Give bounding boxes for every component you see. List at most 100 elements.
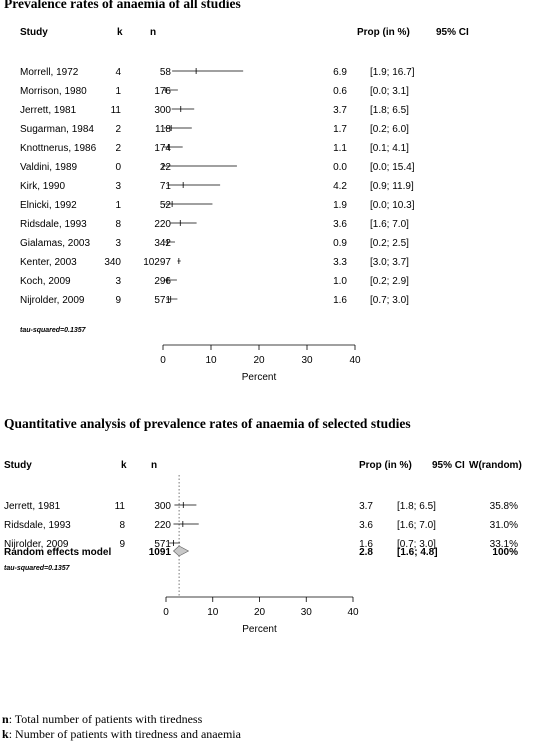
plot-2-x-axis-tick-label-2: 10 <box>207 607 219 618</box>
plot-1-row-3-k-value: 11 <box>111 105 122 116</box>
plot-2-row-1-weight-label: 35.8% <box>490 501 518 512</box>
plot-1-row-7-ci-label: [0.9; 11.9] <box>370 181 414 192</box>
plot-1-x-axis-tick-label-3: 20 <box>253 355 265 366</box>
plot-1-row-2-k-value: 1 <box>115 86 121 97</box>
plot-2-summary-diamond <box>172 545 190 557</box>
plot-2-row-2-ci-label: [1.6; 7.0] <box>397 520 436 531</box>
plot-1-row-11-n-value: 10297 <box>143 257 171 268</box>
plot-1-row-12-study-label: Koch, 2009 <box>20 276 71 287</box>
plot-2-row-3-prop-label: 1.6 <box>359 539 373 550</box>
plot-1-row-6-ci-label: [0.0; 15.4] <box>370 162 415 173</box>
plot-1-x-axis-tick-label-4: 30 <box>301 355 313 366</box>
plot-1-row-7-study-label: Kirk, 1990 <box>20 181 65 192</box>
footnote-k-text: : Number of patients with tiredness and … <box>8 727 241 741</box>
plot-1-row-9-study-label: Ridsdale, 1993 <box>20 219 87 230</box>
plot-1-row-9-ci-label: [1.6; 7.0] <box>370 219 409 230</box>
footnote-n-text: : Total number of patients with tirednes… <box>8 712 203 726</box>
plot-2-x-axis-tick-label-5: 40 <box>347 607 359 618</box>
plot-1-row-1-study-label: Morrell, 1972 <box>20 67 79 78</box>
plot-1-header-k: k <box>117 27 123 38</box>
plot-1-row-13-study-label: Nijrolder, 2009 <box>20 295 85 306</box>
plot-1-row-11-k-value: 340 <box>104 257 121 268</box>
plot-2-x-axis-label: Percent <box>242 624 277 635</box>
plot-1-row-10-k-value: 3 <box>115 238 121 249</box>
plot-1-row-8-ci-label: [0.0; 10.3] <box>370 200 415 211</box>
plot-1-row-9-prop-label: 3.6 <box>333 219 347 230</box>
plot-1-row-5-study-label: Knottnerus, 1986 <box>20 143 97 154</box>
plot-1-row-8-k-value: 1 <box>115 200 121 211</box>
plot-1-title: Prevalence rates of anaemia of all studi… <box>4 0 241 11</box>
plot-2-summary-n-value: 1091 <box>149 547 172 558</box>
plot-1-row-13-prop-label: 1.6 <box>333 295 347 306</box>
plot-2-tau-note: tau-squared=0.1357 <box>4 565 70 572</box>
plot-2-row-1-n-value: 300 <box>154 501 171 512</box>
plot-1-header-ci: 95% CI <box>436 27 469 38</box>
plot-2-row-2-weight-label: 31.0% <box>490 520 518 531</box>
plot-1-row-10-study-label: Gialamas, 2003 <box>20 238 90 249</box>
plot-1-row-11-prop-label: 3.3 <box>333 257 347 268</box>
plot-1-row-6-n-value: 22 <box>160 162 172 173</box>
plot-1-row-4-k-value: 2 <box>115 124 121 135</box>
plot-2-row-2-prop-label: 3.6 <box>359 520 373 531</box>
plot-1-header-prop: Prop (in %) <box>357 27 410 38</box>
plot-2-row-1-k-value: 11 <box>115 501 126 512</box>
plot-1-row-8-prop-label: 1.9 <box>333 200 347 211</box>
plot-1-x-axis-tick-label-2: 10 <box>205 355 217 366</box>
plot-2-summary-label: Random effects model <box>4 547 111 558</box>
plot-1-row-12-ci-label: [0.2; 2.9] <box>370 276 409 287</box>
plot-1-row-3-prop-label: 3.7 <box>333 105 347 116</box>
plot-2-row-1-prop-label: 3.7 <box>359 501 373 512</box>
plot-1-row-7-prop-label: 4.2 <box>333 181 347 192</box>
plot-1-row-10-n-value: 342 <box>154 238 171 249</box>
plot-2-x-axis-tick-label-1: 0 <box>163 607 169 618</box>
plot-1-row-12-n-value: 296 <box>154 276 171 287</box>
plot-2-row-3-ci-label: [0.7; 3.0] <box>397 539 436 550</box>
plot-1-row-2-study-label: Morrison, 1980 <box>20 86 87 97</box>
plot-1-row-6-prop-label: 0.0 <box>333 162 347 173</box>
plot-2-header-ci: 95% CI <box>432 460 465 471</box>
plot-1-row-4-n-value: 118 <box>155 124 171 135</box>
plot-2-row-3-k-value: 9 <box>119 539 125 550</box>
plot-2-row-3-study-label: Nijrolder, 2009 <box>4 539 69 550</box>
plot-1-x-axis-label: Percent <box>242 372 277 383</box>
plot-1-row-1-n-value: 58 <box>160 67 172 78</box>
plot-2-summary-weight-label: 100% <box>492 547 518 558</box>
plot-2-summary-ci-label: [1.6; 4.8] <box>397 547 438 558</box>
plot-1-row-6-k-value: 0 <box>115 162 121 173</box>
plot-2-row-2-n-value: 220 <box>154 520 171 531</box>
plot-2-row-2-study-label: Ridsdale, 1993 <box>4 520 71 531</box>
plot-1-row-11-study-label: Kenter, 2003 <box>20 257 77 268</box>
footnote-n: n: Total number of patients with tiredne… <box>2 712 202 727</box>
plot-1-row-9-k-value: 8 <box>115 219 121 230</box>
plot-1-row-5-ci-label: [0.1; 4.1] <box>370 143 409 154</box>
plot-1-row-9-n-value: 220 <box>154 219 171 230</box>
plot-2-header-n: n <box>151 460 158 471</box>
plot-2-row-3-n-value: 571 <box>154 539 171 550</box>
plot-1-row-13-k-value: 9 <box>115 295 121 306</box>
plot-1-row-3-n-value: 300 <box>154 105 171 116</box>
plot-2-header-k: k <box>121 460 127 471</box>
plot-1-row-3-study-label: Jerrett, 1981 <box>20 105 77 116</box>
plot-1-header-n: n <box>150 27 157 38</box>
plot-1-row-1-ci-label: [1.9; 16.7] <box>370 67 415 78</box>
plot-2-row-3-weight-label: 33.1% <box>490 539 518 550</box>
plot-2-summary-prop-label: 2.8 <box>359 547 373 558</box>
footnote-k: k: Number of patients with tiredness and… <box>2 727 241 742</box>
plot-1-row-3-ci-label: [1.8; 6.5] <box>370 105 409 116</box>
plot-1-row-10-ci-label: [0.2; 2.5] <box>370 238 409 249</box>
plot-1-row-12-k-value: 3 <box>115 276 121 287</box>
plot-1-row-5-prop-label: 1.1 <box>333 143 347 154</box>
plot-1-row-4-prop-label: 1.7 <box>333 124 347 135</box>
plot-1-row-2-n-value: 176 <box>154 86 171 97</box>
plot-2-row-1-ci-label: [1.8; 6.5] <box>397 501 436 512</box>
plot-1-row-8-n-value: 52 <box>160 200 172 211</box>
plot-1-row-10-prop-label: 0.9 <box>333 238 347 249</box>
plot-1-row-4-study-label: Sugarman, 1984 <box>20 124 94 135</box>
plot-1-row-2-prop-label: 0.6 <box>333 86 347 97</box>
plot-1-row-11-ci-label: [3.0; 3.7] <box>370 257 409 268</box>
footnote-k-key: k <box>2 727 9 741</box>
plot-2-header-study: Study <box>4 460 32 471</box>
footnote-n-key: n <box>2 712 9 726</box>
plot-2-x-axis-tick-label-4: 30 <box>301 607 313 618</box>
